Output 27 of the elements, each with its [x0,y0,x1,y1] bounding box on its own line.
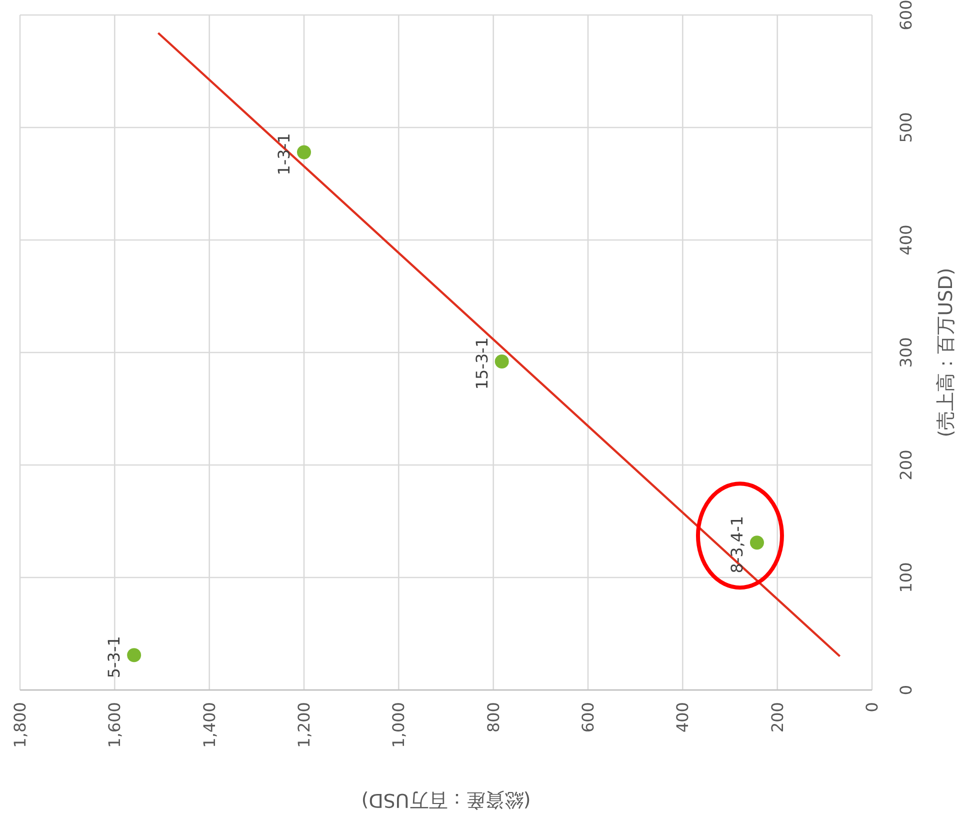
x-tick-label: 1,800 [10,702,30,748]
point [750,536,764,550]
x-tick-label: 1,000 [389,702,408,748]
point [297,145,311,160]
annotation: 8-3,4-1 [727,516,746,574]
y-tick-label: 300 [896,337,916,368]
y-tick-label: 600 [896,0,916,30]
x-tick-label: 1,400 [200,702,219,748]
annotation: 5-3-1 [104,636,124,678]
point [494,354,509,368]
y-axis-title: (売上高：百万USD) [935,268,957,438]
x-tick-label: 600 [578,702,598,733]
annotation: 15-3-1 [472,337,492,390]
x-tick-label: 200 [768,702,787,733]
x-tick-label: 1,200 [294,702,314,748]
x-axis-title: (総資産：百万USD) [361,789,531,811]
y-tick-label: 500 [896,112,916,143]
x-tick-label: 400 [673,702,692,733]
point [127,648,142,662]
y-tick-label: 200 [896,450,916,480]
x-tick-label: 1,600 [105,702,124,748]
x-tick-label: 800 [484,702,503,733]
x-tick-label: 0 [862,702,882,712]
y-tick-label: 0 [896,684,916,696]
y-tick-label: 100 [896,562,916,593]
annotation: 1-3-1 [274,133,294,176]
y-tick-label: 400 [896,224,916,256]
